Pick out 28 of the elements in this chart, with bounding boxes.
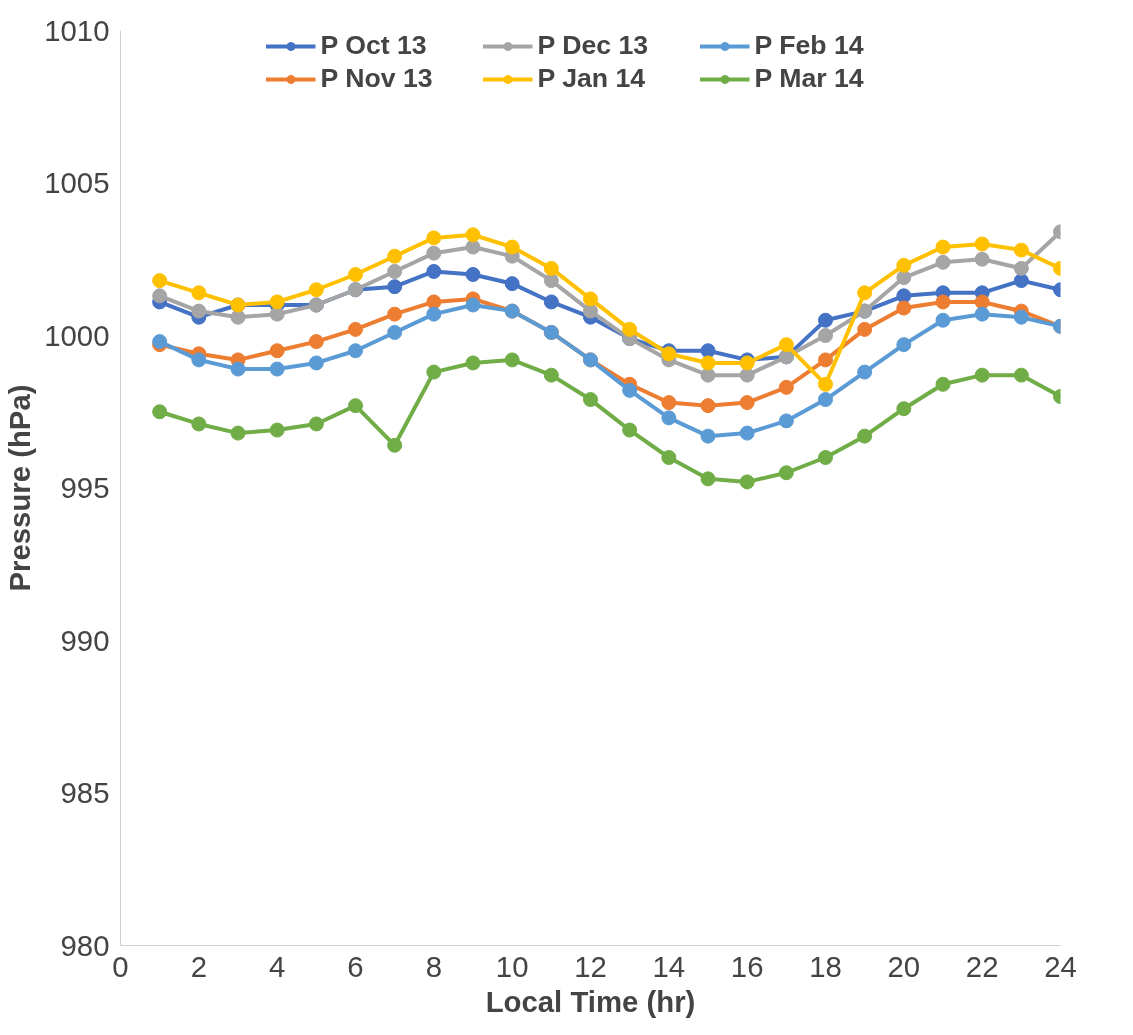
y-tick-label: 1005 xyxy=(44,166,110,199)
x-tick-label: 24 xyxy=(1044,949,1077,983)
legend-label: P Nov 13 xyxy=(320,63,434,94)
x-tick-label: 20 xyxy=(887,949,921,983)
x-tick-label: 6 xyxy=(347,949,364,983)
x-tick-label: 10 xyxy=(495,949,529,983)
y-tick-label: 990 xyxy=(60,623,110,657)
x-tick-label: 4 xyxy=(269,949,286,983)
x-tick-label: 12 xyxy=(574,949,607,983)
x-tick-label: 18 xyxy=(809,949,842,983)
legend-label: P Mar 14 xyxy=(754,63,865,94)
x-axis-title: Local Time (hr) xyxy=(485,984,696,1018)
x-tick-label: 22 xyxy=(965,949,999,983)
y-tick-label: 1000 xyxy=(44,318,110,352)
x-tick-label: 2 xyxy=(190,949,207,983)
y-axis-title: Pressure (hPa) xyxy=(3,384,37,592)
y-tick-label: 985 xyxy=(60,776,110,809)
legend-label: P Feb 14 xyxy=(754,30,865,61)
y-tick-label: 995 xyxy=(60,471,110,504)
y-tick-label: 1010 xyxy=(44,13,110,47)
legend-label: P Oct 13 xyxy=(320,30,428,61)
x-tick-label: 14 xyxy=(652,949,686,983)
legend-label: P Dec 13 xyxy=(537,30,650,61)
x-tick-label: 0 xyxy=(112,949,129,983)
x-tick-label: 8 xyxy=(425,949,442,983)
x-tick-label: 16 xyxy=(730,949,764,983)
y-tick-label: 980 xyxy=(60,928,110,962)
legend-label: P Jan 14 xyxy=(537,63,647,94)
